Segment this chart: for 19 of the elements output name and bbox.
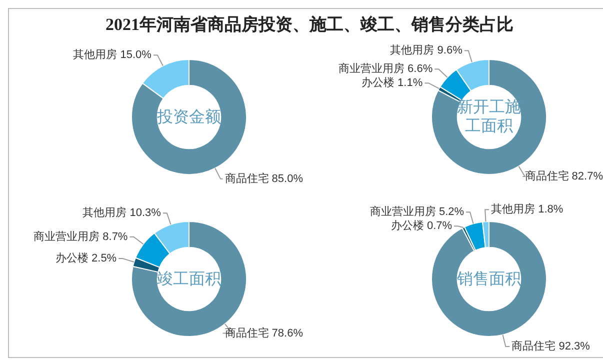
slice-label: 其他用房 15.0%: [73, 48, 152, 62]
slice-label: 商业营业用房 5.2%: [370, 205, 464, 218]
text: 销售面积: [457, 270, 521, 288]
slice-label: 商品住宅 78.6%: [224, 326, 304, 340]
slice-label: 商业营业用房 8.7%: [34, 230, 128, 243]
slice-label: 办公楼 1.1%: [361, 76, 423, 90]
slice-label: 办公楼 2.5%: [55, 252, 117, 265]
text: 2021年河南省商品房投资、施工、竣工、销售分类占比: [104, 14, 514, 36]
slice-label: 商品住宅 85.0%: [224, 172, 304, 185]
slice-label: 其他用房 1.8%: [491, 202, 564, 216]
slice-label: 商品住宅 82.7%: [524, 170, 603, 183]
slice-label: 商品住宅 92.3%: [512, 340, 590, 353]
text: 新开工施工面积: [457, 99, 521, 135]
slice-label: 其他用房 9.6%: [390, 44, 463, 57]
slice-label: 商业营业用房 6.6%: [338, 62, 433, 76]
text: 竣工面积: [157, 270, 221, 288]
slice-label: 其他用房 10.3%: [82, 206, 162, 220]
slice-label: 办公楼 0.7%: [390, 219, 452, 232]
text: 投资金额: [156, 108, 222, 128]
